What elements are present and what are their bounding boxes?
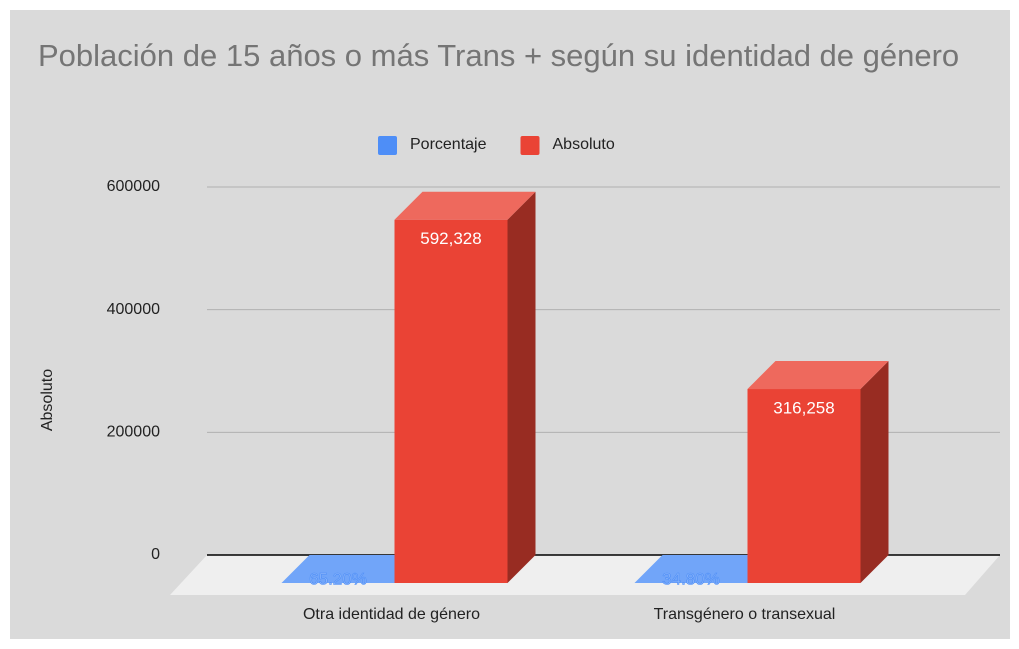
bar-side bbox=[507, 191, 536, 583]
y-axis-label: Absoluto bbox=[39, 369, 56, 431]
x-tick-label: Transgénero o transexual bbox=[654, 606, 836, 623]
bar-top bbox=[394, 191, 536, 220]
x-tick-label: Otra identidad de género bbox=[303, 606, 480, 623]
bar-top bbox=[281, 554, 423, 583]
bar-side bbox=[860, 361, 889, 583]
data-label: 34.80% bbox=[662, 569, 720, 588]
y-tick-label: 600000 bbox=[107, 178, 160, 195]
chart-title: Población de 15 años o más Trans + según… bbox=[38, 38, 960, 73]
bar-top bbox=[747, 361, 889, 390]
legend-swatch bbox=[378, 136, 397, 155]
data-label: 316,258 bbox=[773, 399, 834, 418]
y-tick-label: 400000 bbox=[107, 301, 160, 318]
bar bbox=[394, 219, 508, 583]
y-tick-label: 200000 bbox=[107, 424, 160, 441]
data-label: 65.20% bbox=[309, 569, 367, 588]
bar bbox=[747, 389, 861, 583]
legend-label: Absoluto bbox=[553, 136, 615, 153]
y-tick-label: 0 bbox=[151, 546, 160, 563]
data-label: 592,328 bbox=[420, 229, 481, 248]
legend-swatch bbox=[520, 136, 540, 155]
bar-top bbox=[634, 554, 776, 583]
legend-label: Porcentaje bbox=[410, 136, 487, 153]
